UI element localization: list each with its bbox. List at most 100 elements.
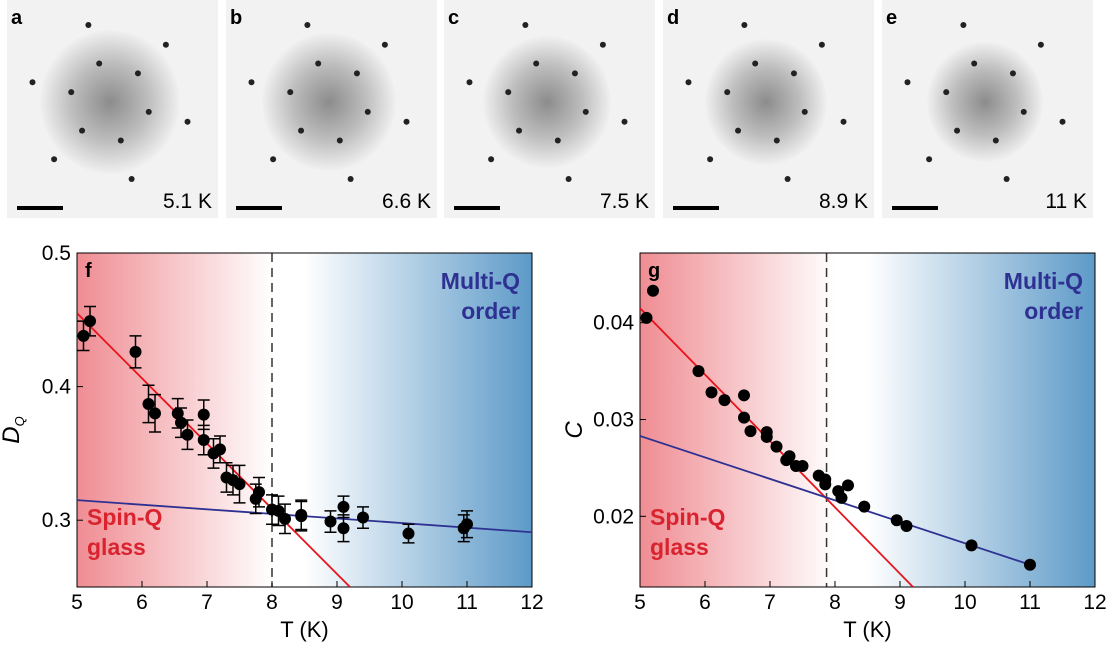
bragg-peak	[68, 89, 75, 96]
bragg-peak	[565, 176, 572, 183]
bragg-peak	[29, 79, 36, 86]
bragg-peak	[364, 108, 371, 115]
bragg-peak	[287, 89, 294, 96]
bragg-peak	[336, 137, 343, 144]
diffraction-halo	[705, 39, 827, 165]
y-axis-label: DQ	[0, 416, 27, 443]
data-point	[233, 478, 246, 491]
panel-letter: c	[448, 7, 459, 29]
data-point	[770, 440, 783, 453]
bragg-peak	[954, 127, 961, 134]
bragg-peak	[926, 156, 933, 163]
diffraction-halo	[40, 30, 180, 174]
bragg-peak	[381, 41, 388, 48]
bragg-peak	[790, 70, 797, 77]
data-point	[279, 512, 291, 525]
bragg-peak	[85, 21, 92, 28]
data-point	[890, 514, 903, 527]
bragg-peak	[943, 89, 950, 96]
annotation: Spin-Q	[650, 504, 725, 530]
bragg-peak	[960, 21, 967, 28]
data-point	[357, 511, 369, 524]
y-tick-label: 0.03	[593, 409, 634, 432]
data-point	[295, 508, 308, 521]
bragg-peak	[621, 118, 628, 125]
bragg-peak	[992, 137, 999, 144]
data-point	[640, 311, 653, 324]
y-tick-label: 0.04	[593, 312, 634, 335]
data-point	[783, 450, 796, 463]
x-tick-label: 9	[331, 591, 343, 614]
bragg-peak	[304, 21, 311, 28]
bragg-peak	[270, 156, 277, 163]
x-tick-label: 9	[894, 591, 906, 614]
temperature-label: 8.9 K	[819, 190, 868, 213]
bragg-peak	[582, 108, 589, 115]
y-tick-label: 0.3	[42, 509, 71, 532]
data-point	[337, 500, 350, 513]
bragg-peak	[1003, 176, 1010, 183]
data-point	[142, 397, 155, 410]
plot-frame	[76, 252, 533, 588]
annotation: glass	[650, 534, 709, 560]
annotation: order	[461, 298, 520, 324]
bragg-peak	[134, 70, 141, 77]
data-point	[760, 430, 773, 443]
bragg-peak	[685, 79, 692, 86]
annotation: order	[1024, 298, 1083, 324]
data-point	[402, 527, 415, 540]
x-tick-label: 7	[201, 591, 213, 614]
data-point	[214, 443, 226, 456]
data-point	[337, 522, 350, 535]
data-point	[647, 284, 659, 297]
data-point	[858, 500, 871, 513]
x-tick-label: 8	[829, 591, 841, 614]
bragg-peak	[735, 127, 742, 134]
bragg-peak	[1009, 70, 1016, 77]
annotation: Multi-Q	[1004, 268, 1083, 294]
data-point	[84, 315, 96, 328]
bragg-peak	[128, 176, 135, 183]
data-point	[253, 486, 265, 499]
data-point	[835, 491, 848, 504]
x-axis-label: T (K)	[843, 617, 891, 642]
data-point	[129, 345, 142, 358]
data-point	[692, 365, 705, 378]
data-point	[272, 504, 285, 517]
bragg-peak	[599, 41, 606, 48]
bragg-peak	[818, 41, 825, 48]
data-point	[77, 329, 90, 342]
bragg-peak	[904, 79, 911, 86]
temperature-label: 11 K	[1045, 190, 1087, 213]
y-axis-label: C	[561, 421, 588, 439]
x-tick-label: 7	[764, 591, 776, 614]
panel-letter: e	[886, 7, 897, 29]
x-tick-label: 5	[71, 591, 83, 614]
bragg-peak	[741, 21, 748, 28]
bragg-peak	[51, 156, 58, 163]
x-tick-label: 11	[456, 591, 478, 614]
bragg-peak	[184, 118, 191, 125]
data-point	[819, 478, 832, 491]
bragg-peak	[752, 60, 759, 67]
bragg-peak	[96, 60, 103, 67]
x-tick-label: 10	[390, 591, 413, 614]
data-point	[965, 539, 978, 552]
bragg-peak	[840, 118, 847, 125]
x-tick-label: 6	[699, 591, 711, 614]
bragg-peak	[801, 108, 808, 115]
data-point	[1024, 558, 1036, 571]
bragg-peak	[505, 89, 512, 96]
temperature-label: 7.5 K	[600, 190, 649, 213]
bragg-peak	[347, 176, 354, 183]
fit-line	[640, 435, 1031, 566]
bragg-peak	[145, 108, 152, 115]
data-point	[197, 408, 210, 421]
data-point	[324, 515, 337, 528]
x-axis-label: T (K)	[280, 617, 328, 642]
annotation: Multi-Q	[441, 268, 520, 294]
data-point	[738, 389, 750, 402]
bragg-peak	[784, 176, 791, 183]
bragg-peak	[522, 21, 529, 28]
